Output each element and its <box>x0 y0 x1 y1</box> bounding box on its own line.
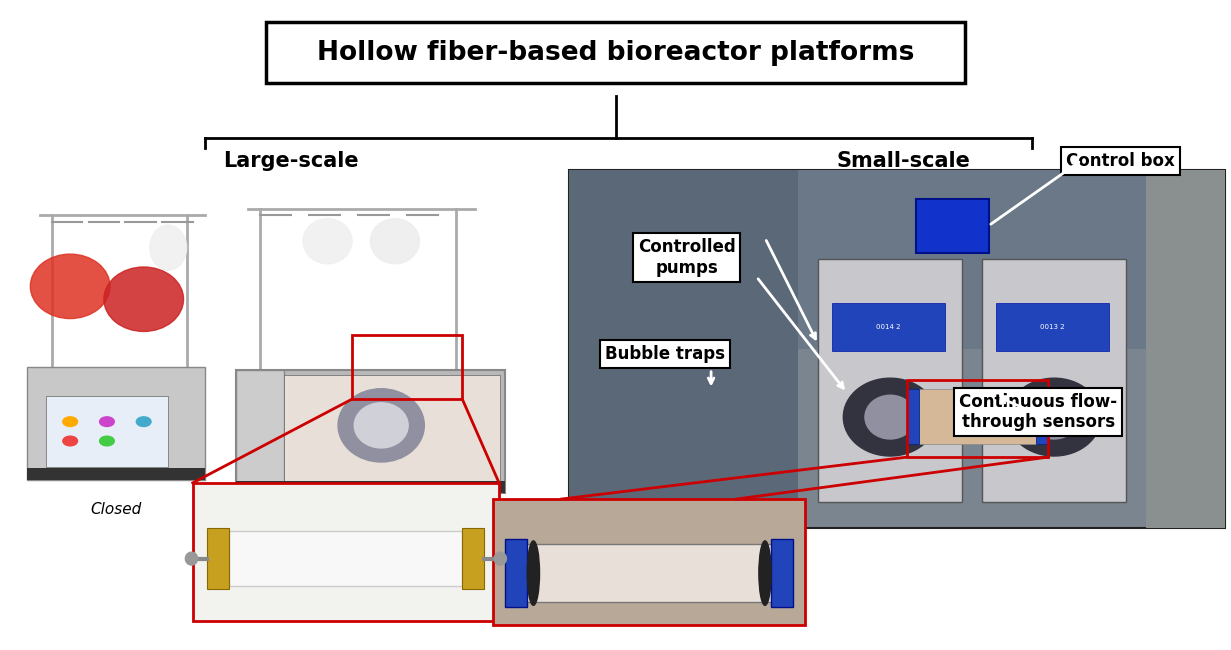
Ellipse shape <box>103 267 183 332</box>
Ellipse shape <box>758 541 771 605</box>
FancyBboxPatch shape <box>996 303 1109 352</box>
FancyBboxPatch shape <box>982 259 1126 502</box>
Ellipse shape <box>63 436 78 446</box>
Text: Bubble traps: Bubble traps <box>604 345 725 363</box>
Ellipse shape <box>494 552 506 565</box>
Ellipse shape <box>63 417 78 426</box>
Ellipse shape <box>865 395 916 439</box>
FancyBboxPatch shape <box>523 544 774 602</box>
FancyBboxPatch shape <box>492 499 805 625</box>
Ellipse shape <box>1029 395 1080 439</box>
Ellipse shape <box>339 389 425 462</box>
Text: 0014 2: 0014 2 <box>876 324 901 330</box>
Text: Large-scale: Large-scale <box>223 151 358 171</box>
FancyBboxPatch shape <box>505 539 527 607</box>
Ellipse shape <box>100 436 114 446</box>
Ellipse shape <box>137 417 151 426</box>
Ellipse shape <box>186 552 198 565</box>
FancyBboxPatch shape <box>193 483 499 621</box>
FancyBboxPatch shape <box>569 170 1225 349</box>
Ellipse shape <box>843 378 937 456</box>
Ellipse shape <box>100 417 114 426</box>
FancyBboxPatch shape <box>284 374 500 488</box>
FancyBboxPatch shape <box>21 196 211 493</box>
Text: Control box: Control box <box>1066 151 1174 170</box>
FancyBboxPatch shape <box>27 468 206 480</box>
Text: Hollow fiber-based bioreactor platforms: Hollow fiber-based bioreactor platforms <box>316 40 915 66</box>
FancyBboxPatch shape <box>916 199 988 253</box>
Text: Controlled
pumps: Controlled pumps <box>638 238 735 277</box>
FancyBboxPatch shape <box>235 370 505 493</box>
Text: Continuous flow-
through sensors: Continuous flow- through sensors <box>959 393 1118 432</box>
Ellipse shape <box>303 218 352 264</box>
Ellipse shape <box>31 254 110 318</box>
Text: Small-scale: Small-scale <box>837 151 970 171</box>
FancyBboxPatch shape <box>463 528 484 589</box>
Ellipse shape <box>150 225 187 270</box>
FancyBboxPatch shape <box>208 528 229 589</box>
FancyBboxPatch shape <box>569 170 799 528</box>
FancyBboxPatch shape <box>46 396 169 467</box>
FancyBboxPatch shape <box>1146 170 1225 528</box>
FancyBboxPatch shape <box>235 481 505 493</box>
FancyBboxPatch shape <box>569 170 1225 528</box>
Ellipse shape <box>527 541 539 605</box>
FancyBboxPatch shape <box>920 389 1035 444</box>
FancyBboxPatch shape <box>771 539 793 607</box>
FancyBboxPatch shape <box>27 367 206 480</box>
FancyBboxPatch shape <box>832 303 945 352</box>
FancyBboxPatch shape <box>235 370 284 493</box>
Ellipse shape <box>1007 378 1101 456</box>
FancyBboxPatch shape <box>235 196 505 506</box>
FancyBboxPatch shape <box>229 531 463 586</box>
Text: Open: Open <box>350 515 390 530</box>
FancyBboxPatch shape <box>1035 389 1048 444</box>
Ellipse shape <box>355 403 409 448</box>
Text: 0013 2: 0013 2 <box>1040 324 1065 330</box>
Ellipse shape <box>371 218 420 264</box>
FancyBboxPatch shape <box>819 259 963 502</box>
FancyBboxPatch shape <box>907 389 920 444</box>
Text: Closed: Closed <box>91 502 142 517</box>
FancyBboxPatch shape <box>266 22 965 83</box>
